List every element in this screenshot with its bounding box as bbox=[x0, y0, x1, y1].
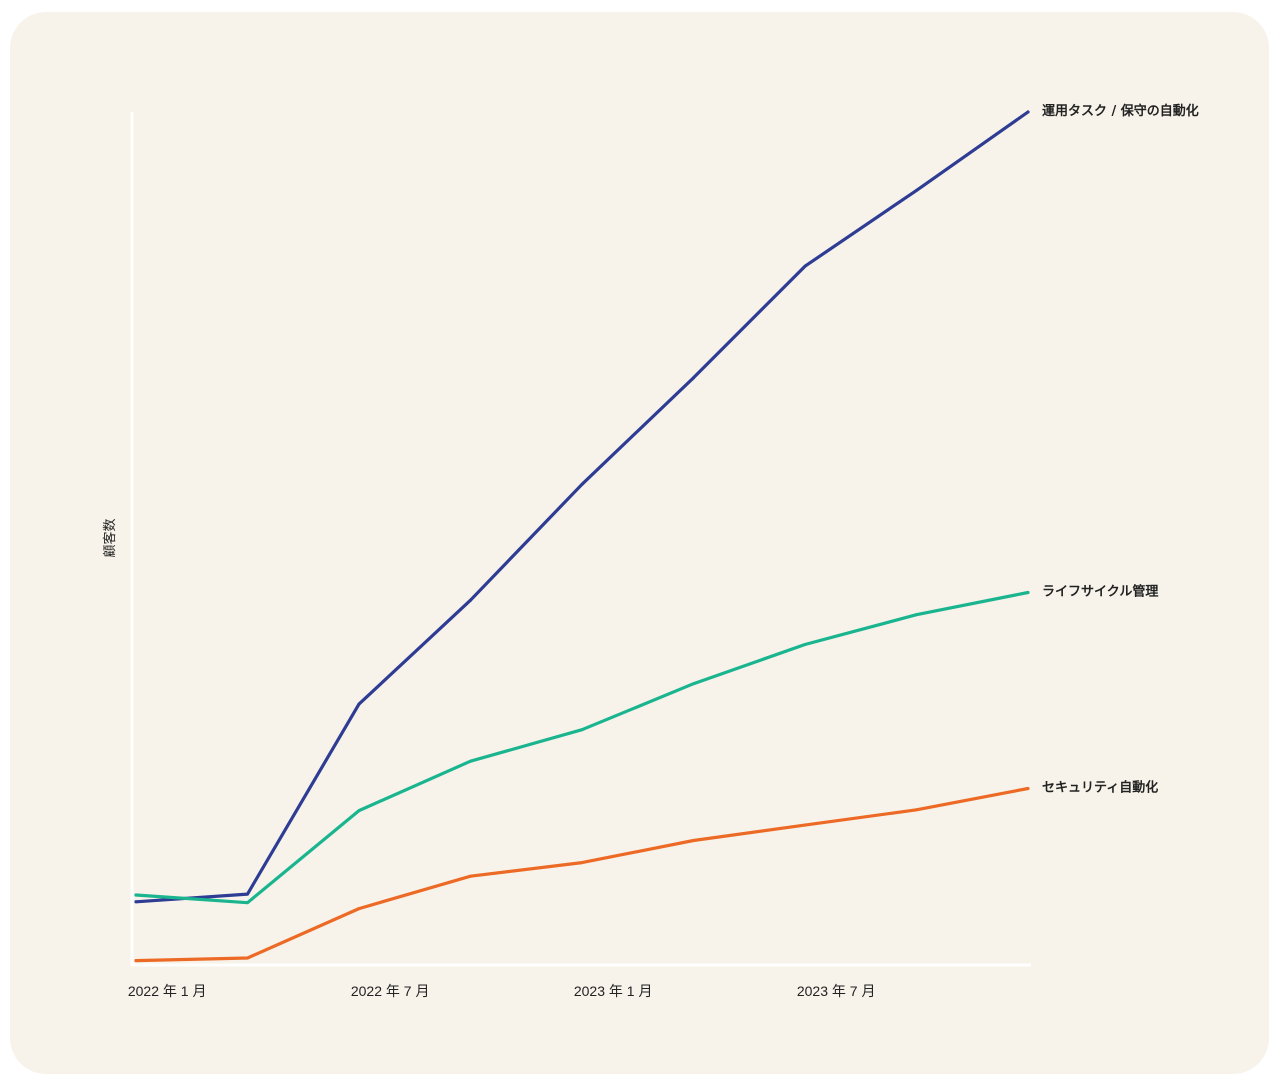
series-2-point bbox=[1026, 591, 1030, 595]
series-label-2: ライフサイクル管理 bbox=[1042, 584, 1158, 600]
series-2-point bbox=[246, 901, 249, 905]
series-3-point bbox=[1026, 786, 1030, 790]
series-2-point bbox=[469, 759, 472, 763]
series-3-point bbox=[915, 808, 918, 812]
series-line-1 bbox=[134, 110, 1030, 904]
series-1-point bbox=[246, 892, 249, 896]
series-1-point bbox=[915, 188, 918, 192]
series-line-3 bbox=[134, 786, 1030, 963]
x-tick-label: 2022 年 1 月 bbox=[128, 983, 207, 999]
x-tick-labels: 2022 年 1 月 2022 年 7 月 2023 年 1 月 2023 年 7 月 bbox=[128, 983, 876, 999]
series-1-point bbox=[134, 900, 138, 904]
series-3-point bbox=[357, 907, 361, 911]
series-2-point bbox=[580, 728, 584, 732]
x-tick-label: 2023 年 1 月 bbox=[574, 983, 653, 999]
series-2-point bbox=[915, 613, 918, 617]
y-axis-title: 顧客数 bbox=[102, 518, 118, 557]
series-2-point bbox=[692, 682, 695, 686]
x-tick-label: 2022 年 7 月 bbox=[351, 983, 430, 999]
series-3-point bbox=[134, 959, 138, 963]
series-1-point bbox=[1026, 110, 1030, 114]
x-tick-label: 2023 年 7 月 bbox=[797, 983, 876, 999]
series-label-3: セキュリティ自動化 bbox=[1042, 779, 1158, 795]
series-1-point bbox=[469, 598, 472, 602]
series-label-1: 運用タスク / 保守の自動化 bbox=[1042, 103, 1199, 119]
series-1-point bbox=[803, 264, 807, 268]
series-2-point bbox=[357, 809, 361, 813]
series-1-point bbox=[357, 702, 361, 706]
series-3-point bbox=[580, 861, 584, 865]
series-3-point bbox=[803, 823, 807, 827]
series-3-point bbox=[246, 956, 249, 960]
series-2-point bbox=[134, 893, 138, 897]
series-3-point bbox=[692, 838, 695, 842]
series-2-point bbox=[803, 643, 807, 646]
series-3-point bbox=[469, 874, 472, 878]
series-1-point bbox=[580, 482, 584, 486]
series-1-point bbox=[692, 376, 695, 380]
series-layer bbox=[134, 110, 1030, 963]
